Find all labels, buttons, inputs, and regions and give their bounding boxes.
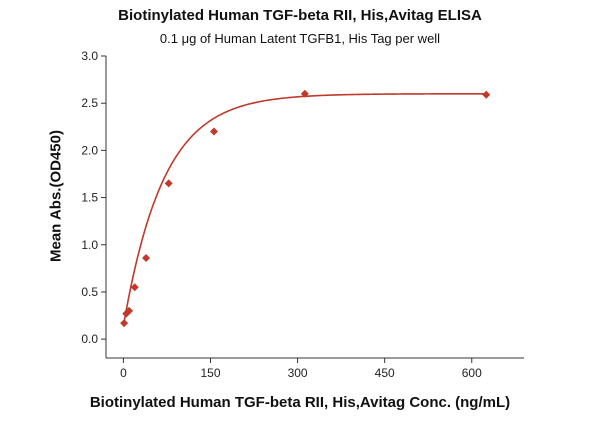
- y-axis-label: Mean Abs.(OD450): [47, 130, 65, 262]
- data-point: [482, 90, 491, 99]
- y-tick-label: 0.0: [81, 332, 98, 346]
- x-tick-label: 300: [288, 366, 308, 380]
- data-point: [209, 127, 218, 136]
- x-axis-label: Biotinylated Human TGF-beta RII, His,Avi…: [89, 394, 511, 411]
- y-tick-label: 1.5: [81, 191, 98, 205]
- y-tick-label: 3.0: [81, 49, 98, 63]
- data-point: [125, 306, 134, 315]
- data-point: [164, 179, 173, 188]
- y-tick-label: 0.5: [81, 285, 98, 299]
- x-tick-label: 0: [120, 366, 127, 380]
- data-point: [300, 89, 309, 98]
- data-point: [130, 283, 139, 292]
- x-tick-label: 150: [200, 366, 220, 380]
- y-tick-label: 2.5: [81, 96, 98, 110]
- fit-curve: [123, 92, 487, 323]
- data-point: [142, 253, 151, 262]
- chart-title: Biotinylated Human TGF-beta RII, His,Avi…: [118, 7, 482, 24]
- x-tick-label: 600: [462, 366, 482, 380]
- y-tick-label: 2.0: [81, 143, 98, 157]
- x-tick-label: 450: [375, 366, 395, 380]
- data-point: [120, 319, 129, 328]
- y-tick-label: 1.0: [81, 238, 98, 252]
- chart-subtitle: 0.1 μg of Human Latent TGFB1, His Tag pe…: [159, 31, 441, 46]
